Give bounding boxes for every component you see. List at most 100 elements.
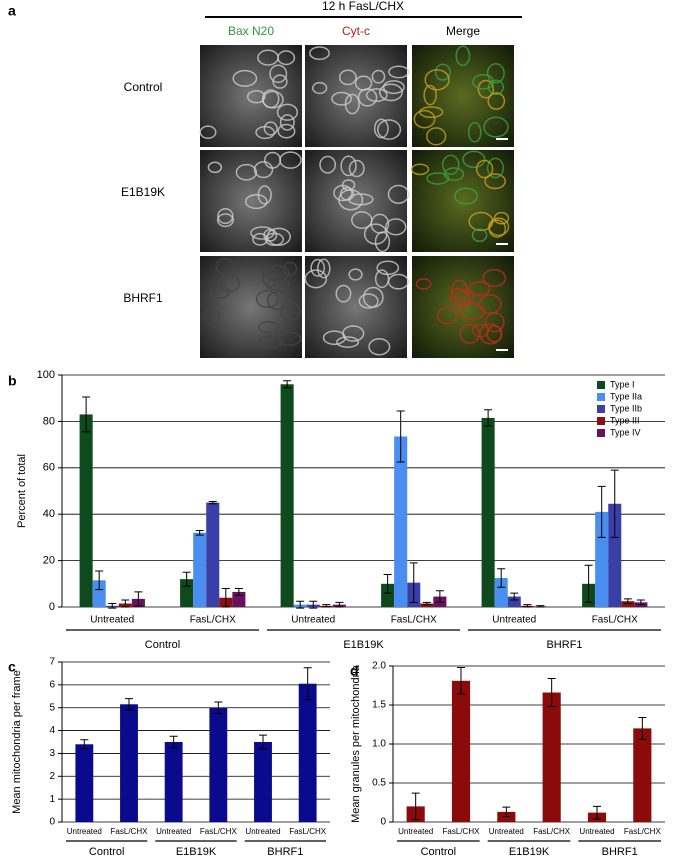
cell — [413, 109, 436, 129]
cell — [257, 185, 272, 205]
y-tick-label: 0.5 — [372, 778, 386, 789]
x-tick-label: FasL/CHX — [443, 827, 481, 836]
cell — [217, 208, 234, 225]
bar — [254, 742, 272, 822]
group-label: E1B19K — [509, 846, 550, 858]
legend-swatch — [597, 429, 605, 437]
y-tick-label: 7 — [49, 657, 55, 668]
error-bar — [502, 806, 511, 818]
bar — [608, 503, 622, 607]
cell — [363, 223, 388, 245]
y-tick-label: 40 — [43, 508, 55, 520]
error-bar — [95, 570, 104, 591]
cell — [451, 279, 468, 300]
legend-swatch — [597, 417, 605, 425]
cell — [385, 218, 407, 236]
cell — [475, 159, 494, 179]
cell — [354, 75, 373, 91]
cell — [266, 227, 291, 246]
cell — [272, 74, 288, 89]
error-bar — [636, 599, 645, 606]
cell — [266, 290, 291, 311]
cell — [379, 83, 403, 102]
cell — [203, 308, 221, 326]
cell — [258, 320, 279, 334]
cell — [244, 194, 268, 210]
cell — [443, 167, 465, 182]
y-tick-label: 0 — [380, 817, 386, 828]
cell — [333, 184, 353, 202]
error-bar — [259, 734, 267, 750]
y-tick-label: 60 — [43, 462, 55, 474]
cell — [486, 63, 505, 84]
cell — [482, 268, 507, 288]
error-bar — [125, 698, 133, 711]
cell — [210, 284, 230, 299]
y-axis-label: Mean mitochondria per frame — [11, 670, 23, 814]
x-tick-label: Untreated — [398, 827, 433, 836]
cell — [471, 228, 488, 243]
cell — [368, 337, 391, 356]
error-bar — [593, 805, 601, 820]
group-label: BHRF1 — [267, 846, 303, 858]
bar — [298, 683, 317, 822]
cell — [488, 219, 507, 238]
bar — [164, 742, 183, 822]
cell — [262, 266, 278, 288]
legend-swatch — [597, 405, 605, 413]
cell — [264, 264, 290, 282]
cell — [216, 213, 234, 228]
cell — [263, 121, 278, 136]
y-tick-label: 4 — [49, 725, 55, 736]
cell — [336, 336, 360, 348]
y-tick-label: 20 — [43, 555, 55, 567]
group-label: Control — [421, 846, 456, 858]
legend-swatch — [597, 381, 605, 389]
panel-label: a — [8, 3, 16, 19]
error-bar — [82, 396, 91, 433]
x-tick-label: Untreated — [156, 827, 191, 836]
bar — [206, 502, 220, 607]
cell — [338, 189, 364, 211]
bar — [542, 692, 561, 822]
y-tick-label: 0 — [49, 601, 55, 613]
y-axis-label: Mean granules per mitochondria — [350, 664, 362, 823]
cell — [371, 69, 386, 84]
y-tick-label: 1.0 — [372, 739, 386, 750]
error-bar — [108, 603, 117, 609]
cell — [358, 293, 379, 309]
error-bar — [610, 469, 619, 538]
cell — [255, 289, 279, 309]
micrograph — [412, 45, 514, 147]
error-bar — [182, 571, 191, 587]
panel-label: c — [8, 659, 16, 675]
cell — [304, 269, 328, 289]
cell — [441, 154, 460, 175]
cell — [472, 73, 495, 90]
cell — [487, 92, 506, 110]
group-label: E1B19K — [176, 846, 217, 858]
bar — [621, 601, 635, 607]
x-tick-label: FasL/CHX — [190, 615, 236, 626]
x-tick-label: Untreated — [245, 827, 280, 836]
cell — [365, 88, 388, 103]
cell — [460, 302, 486, 321]
group-label: E1B19K — [343, 639, 384, 651]
cell — [258, 335, 283, 349]
error-bar — [422, 601, 431, 606]
y-tick-label: 5 — [49, 702, 55, 713]
error-bar — [335, 601, 344, 608]
group-label: Control — [89, 846, 124, 858]
cell — [455, 45, 471, 67]
cell — [484, 173, 507, 190]
x-tick-label: Untreated — [67, 827, 102, 836]
cell — [331, 91, 353, 106]
group-label: BHRF1 — [602, 846, 638, 858]
error-bar — [134, 591, 143, 607]
group-label: BHRF1 — [546, 639, 582, 651]
legend-swatch — [597, 393, 605, 401]
cell — [426, 127, 447, 146]
error-bar — [195, 529, 204, 536]
cell — [437, 306, 458, 325]
